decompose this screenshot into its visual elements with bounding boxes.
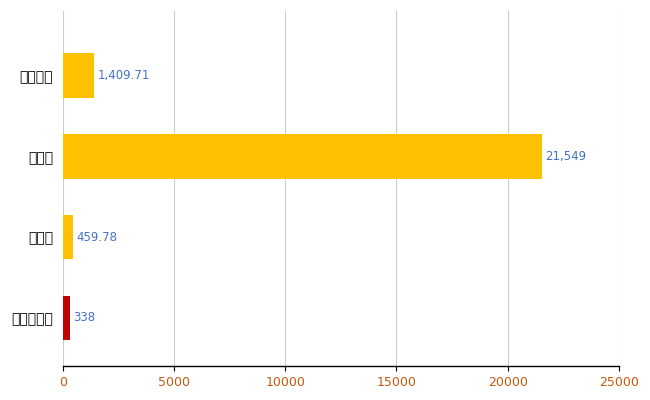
Bar xyxy=(62,215,73,259)
Bar xyxy=(62,134,542,178)
Text: 1,409.71: 1,409.71 xyxy=(98,69,150,82)
Bar xyxy=(62,54,94,98)
Text: 21,549: 21,549 xyxy=(545,150,587,163)
Text: 459.78: 459.78 xyxy=(76,230,117,244)
Text: 338: 338 xyxy=(73,311,96,324)
Bar xyxy=(62,296,70,340)
